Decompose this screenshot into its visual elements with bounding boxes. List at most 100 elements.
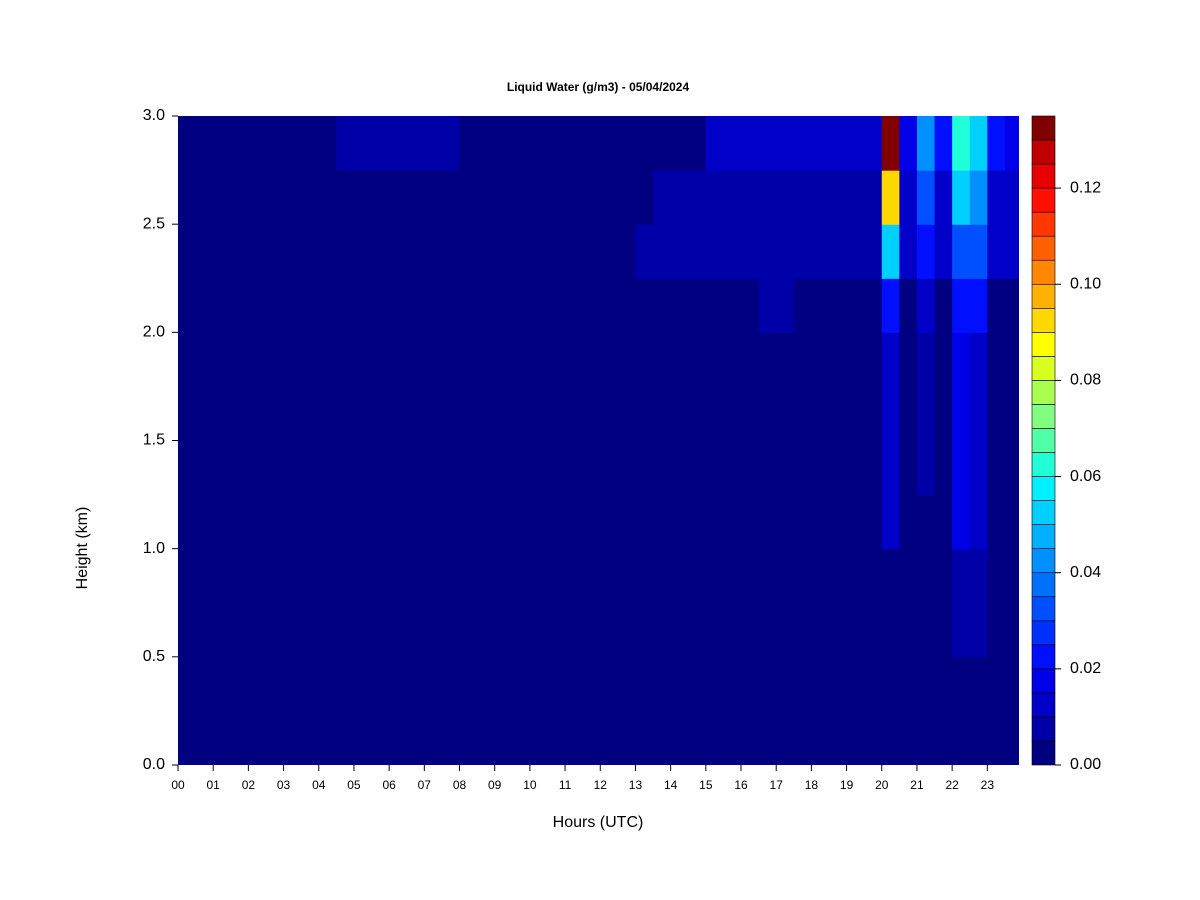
heatmap-cell (353, 710, 373, 765)
heatmap-cell (565, 656, 584, 712)
heatmap-cell (529, 602, 549, 658)
heatmap-cell (318, 224, 337, 279)
heatmap-cell (653, 494, 672, 550)
heatmap-cell (248, 656, 267, 712)
heatmap-cell (283, 602, 302, 658)
heatmap-cell (864, 602, 883, 658)
heatmap-cell (459, 332, 478, 388)
heatmap-cell (459, 170, 478, 225)
x-tick-label: 19 (840, 778, 854, 792)
heatmap-cell (512, 602, 531, 658)
heatmap-cell (582, 602, 601, 658)
heatmap-cell (459, 656, 478, 712)
heatmap-cell (653, 224, 672, 279)
heatmap-cell (934, 170, 953, 225)
heatmap-cell (353, 224, 373, 279)
heatmap-cell (776, 710, 795, 765)
heatmap-cell (512, 386, 531, 442)
heatmap-cell (547, 332, 566, 388)
heatmap-cell (987, 710, 1006, 765)
heatmap-cell (283, 710, 302, 765)
colorbar-box (1031, 307, 1056, 333)
colorbar-box (1031, 404, 1056, 429)
heatmap-cell (776, 332, 795, 388)
heatmap-cell (881, 710, 900, 765)
colorbar-box (1031, 500, 1056, 525)
heatmap-cell (265, 278, 285, 333)
heatmap-cell (670, 494, 689, 550)
heatmap-cell (793, 656, 812, 712)
heatmap-cell (459, 116, 478, 171)
heatmap-cell (283, 494, 302, 550)
heatmap-cell (617, 602, 637, 658)
colorbar-tick-label: 0.06 (1070, 468, 1101, 485)
heatmap-cell (565, 548, 584, 604)
heatmap-cell (635, 332, 654, 388)
heatmap-cell (600, 278, 619, 333)
heatmap-cell (881, 386, 900, 442)
heatmap-cell (512, 278, 531, 333)
heatmap-cell (248, 278, 267, 333)
heatmap-cell (389, 224, 408, 279)
heatmap-cell (336, 170, 355, 225)
heatmap-cell (318, 656, 337, 712)
heatmap-cell (477, 278, 496, 333)
heatmap-cell (230, 170, 249, 225)
heatmap-cell (952, 494, 971, 550)
heatmap-cell (653, 332, 672, 388)
heatmap-cell (230, 710, 249, 765)
heatmap-cell (195, 602, 214, 658)
heatmap-cell (283, 386, 302, 442)
heatmap-cell (688, 602, 707, 658)
heatmap-cell (582, 710, 601, 765)
heatmap-cell (688, 224, 707, 279)
heatmap-cell (565, 440, 584, 496)
heatmap-cell (441, 656, 461, 712)
heatmap-cell (248, 710, 267, 765)
heatmap-cell (670, 116, 689, 171)
heatmap-cell (565, 332, 584, 388)
heatmap-cells (178, 116, 1019, 765)
heatmap-cell (688, 332, 707, 388)
heatmap-cell (653, 710, 672, 765)
heatmap-cell (635, 386, 654, 442)
heatmap-cell (600, 494, 619, 550)
heatmap-cell (723, 116, 742, 171)
heatmap-cell (635, 278, 654, 333)
heatmap-cell (582, 656, 601, 712)
colorbar-box (1031, 668, 1056, 694)
heatmap-cell (389, 116, 408, 171)
x-tick-label: 17 (770, 778, 784, 792)
heatmap-cell (688, 548, 707, 604)
heatmap-cell (811, 170, 830, 225)
heatmap-cell (336, 710, 355, 765)
heatmap-cell (881, 494, 900, 550)
heatmap-cell (828, 278, 848, 333)
heatmap-cell (371, 656, 390, 712)
heatmap-cell (371, 386, 390, 442)
heatmap-cell (195, 548, 214, 604)
heatmap-cell (828, 224, 848, 279)
heatmap-cell (881, 170, 900, 225)
heatmap-cell (952, 116, 971, 171)
heatmap-cell (741, 548, 760, 604)
heatmap-cell (723, 710, 742, 765)
heatmap-cell (741, 656, 760, 712)
heatmap-cell (758, 440, 777, 496)
heatmap-cell (248, 494, 267, 550)
heatmap-cell (987, 548, 1006, 604)
heatmap-cell (617, 170, 637, 225)
x-axis-label: Hours (UTC) (553, 814, 644, 831)
heatmap-cell (406, 548, 425, 604)
heatmap-cell (547, 386, 566, 442)
heatmap-cell (318, 386, 337, 442)
heatmap-cell (406, 224, 425, 279)
heatmap-cell (723, 170, 742, 225)
heatmap-cell (793, 170, 812, 225)
heatmap-cell (793, 440, 812, 496)
heatmap-cell (899, 386, 918, 442)
heatmap-cell (758, 170, 777, 225)
heatmap-cell (952, 386, 971, 442)
heatmap-cell (353, 656, 373, 712)
heatmap-cell (846, 656, 865, 712)
